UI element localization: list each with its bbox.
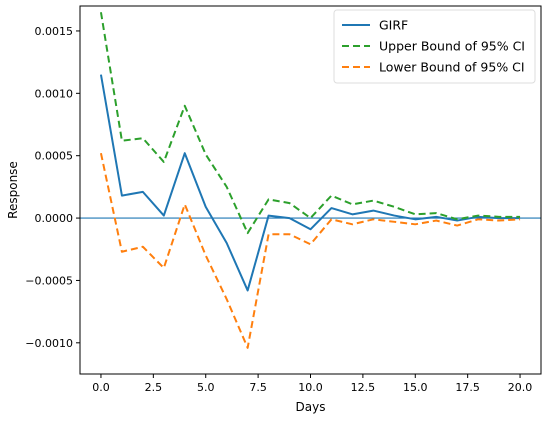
y-tick-label: −0.0010: [25, 337, 73, 350]
legend-label-3: Lower Bound of 95% CI: [379, 60, 525, 75]
y-tick-label: 0.0015: [35, 25, 74, 38]
x-tick-label: 10.0: [298, 381, 323, 394]
x-tick-label: 5.0: [197, 381, 215, 394]
legend-label-2: Upper Bound of 95% CI: [379, 39, 525, 54]
series-line-2: [99, 12, 521, 235]
series-line-3: [99, 152, 521, 349]
x-tick-label: 20.0: [508, 381, 533, 394]
x-axis-label: Days: [296, 400, 326, 414]
legend-label-1: GIRF: [379, 18, 408, 33]
y-axis-label: Response: [6, 161, 20, 219]
x-tick-label: 17.5: [455, 381, 480, 394]
y-tick-label: 0.0000: [35, 212, 74, 225]
legend-box: [333, 9, 536, 84]
plot-area: [80, 12, 541, 349]
x-tick-label: 2.5: [145, 381, 163, 394]
y-tick-label: 0.0010: [35, 87, 74, 100]
legend: GIRF Upper Bound of 95% CI Lower Bound of …: [333, 9, 536, 84]
x-tick-label: 0.0: [92, 381, 110, 394]
x-tick-label: 7.5: [249, 381, 267, 394]
series-line-1: [99, 74, 521, 292]
x-tick-label: 15.0: [403, 381, 428, 394]
y-tick-label: −0.0005: [25, 274, 73, 287]
x-tick-label: 12.5: [351, 381, 376, 394]
axes: 0.0 2.5 5.0 7.5 10.0 12.5 15.0 17.5 20.0 −0.0010 −…: [6, 5, 542, 414]
y-tick-label: 0.0005: [35, 150, 74, 163]
